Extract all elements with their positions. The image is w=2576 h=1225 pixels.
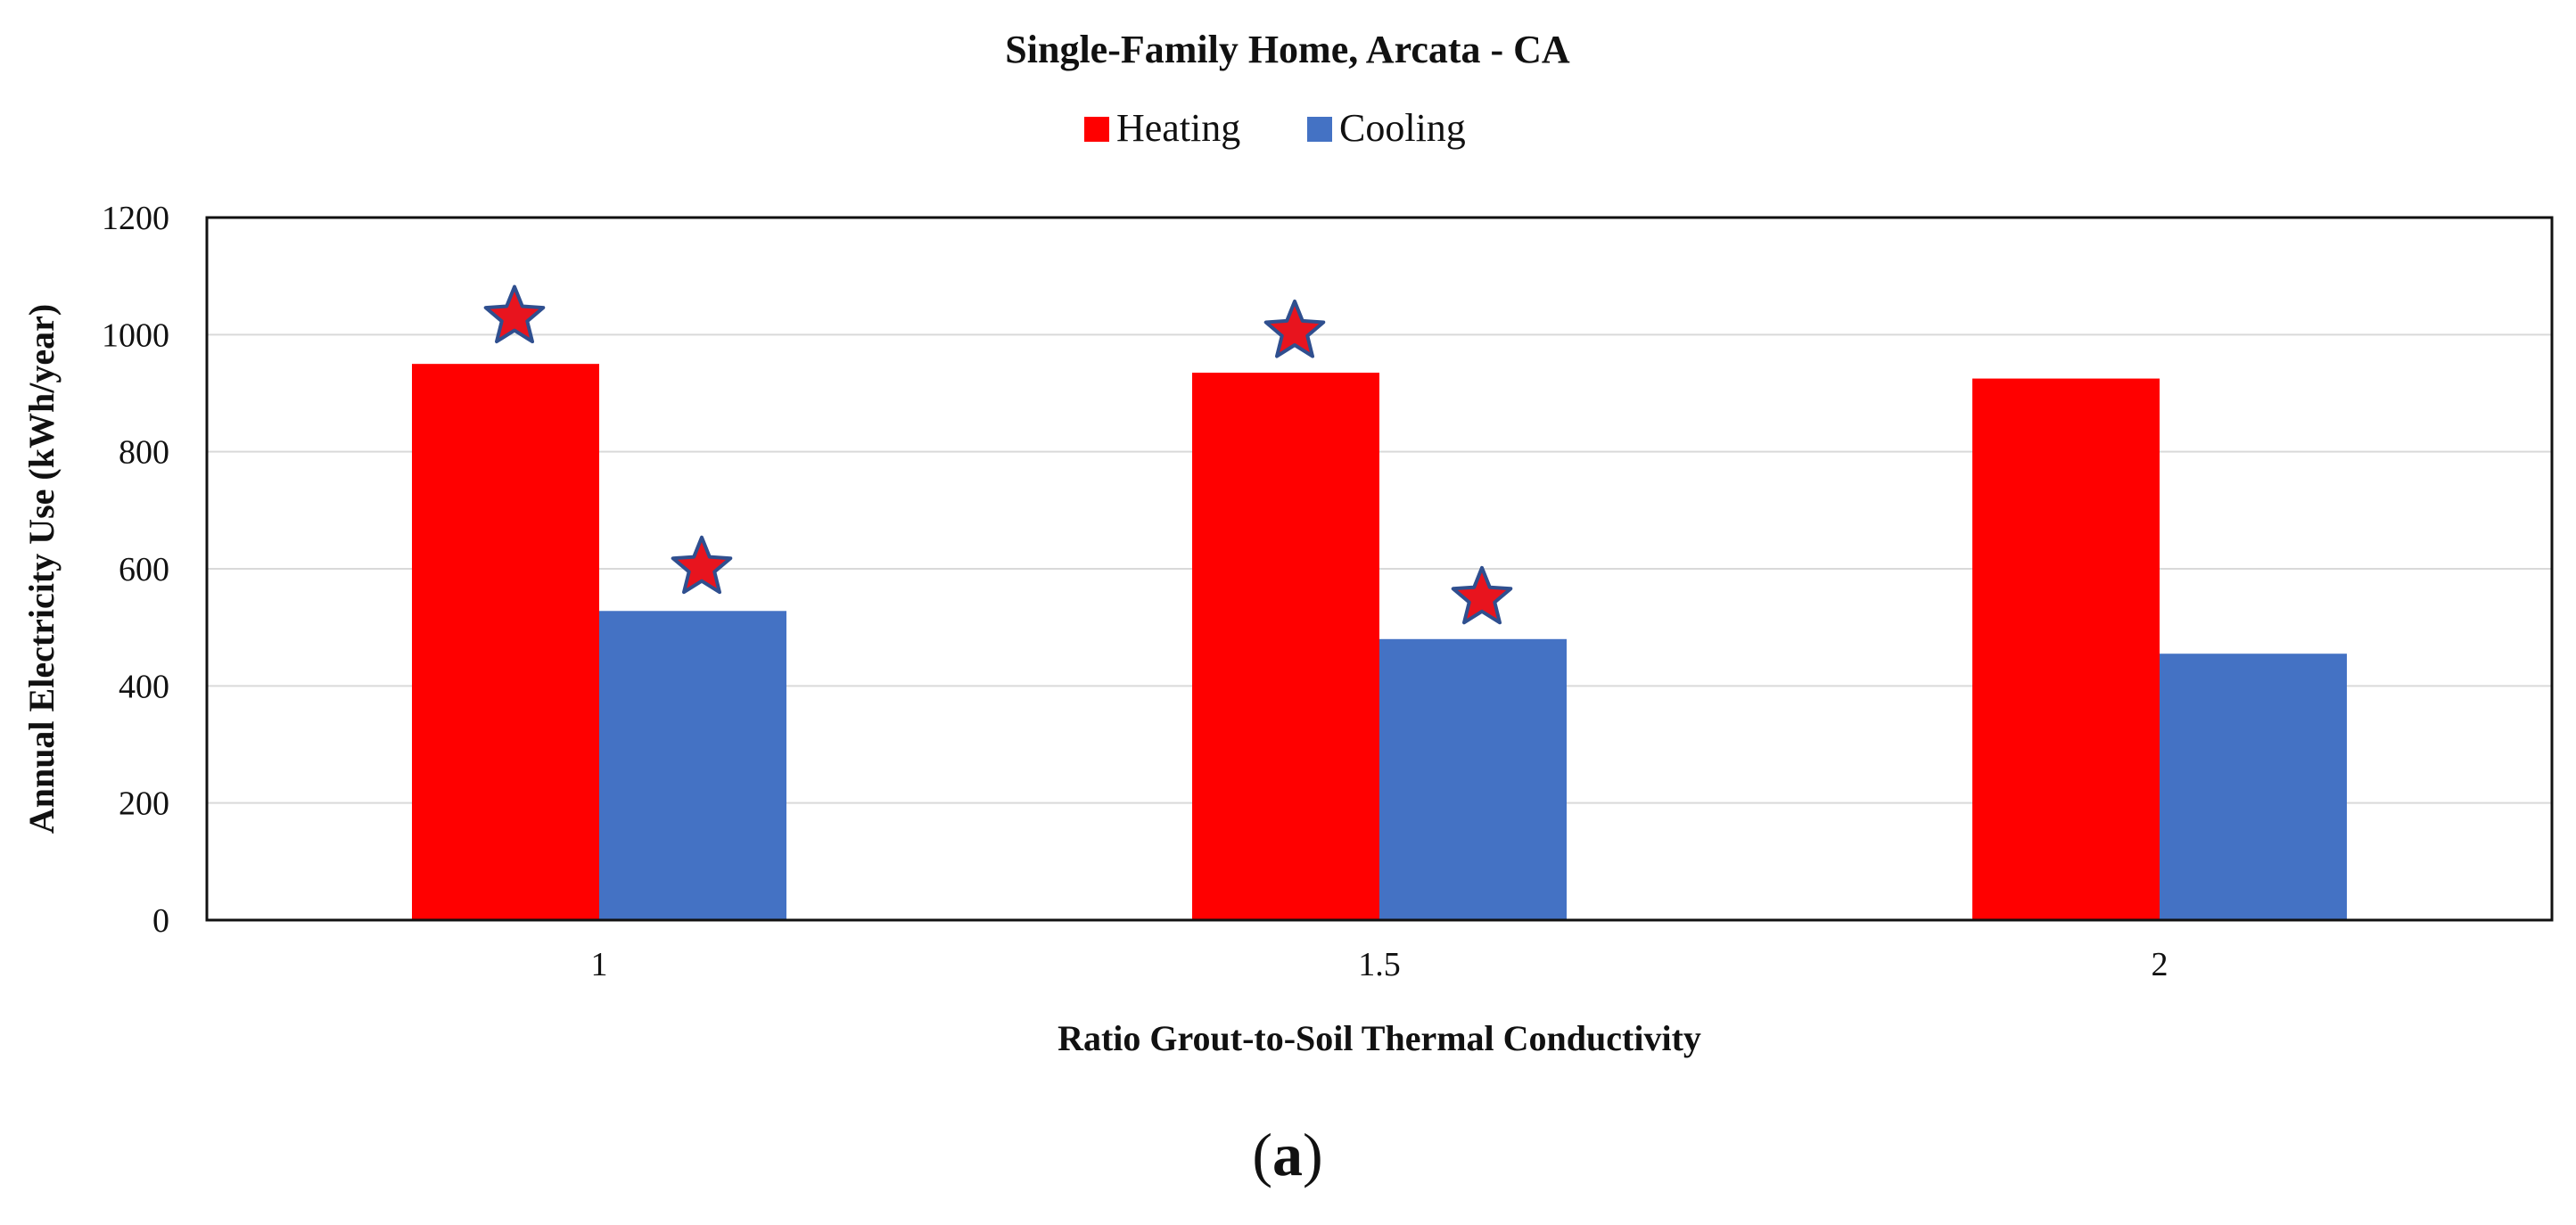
bar-cooling-2 xyxy=(2160,654,2347,920)
y-tick-label: 1200 xyxy=(102,200,169,237)
legend-label-heating: Heating xyxy=(1116,106,1240,150)
chart-title: Single-Family Home, Arcata - CA xyxy=(1005,28,1570,71)
star-markers xyxy=(483,284,1513,625)
figure-caption: (a) xyxy=(1252,1121,1322,1188)
x-tick-label: 2 xyxy=(2152,946,2169,983)
bar-heating-1 xyxy=(412,364,599,921)
bar-cooling-1_5 xyxy=(1379,638,1567,920)
bar-heating-1_5 xyxy=(1192,373,1379,920)
legend-swatch-heating xyxy=(1084,117,1109,142)
star-icon xyxy=(1451,565,1513,625)
star-icon xyxy=(483,284,546,344)
x-tick-label: 1.5 xyxy=(1358,946,1401,983)
x-axis-ticks: 1 1.5 2 xyxy=(591,946,2169,983)
star-icon xyxy=(1263,300,1326,358)
legend-label-cooling: Cooling xyxy=(1339,106,1466,150)
x-tick-label: 1 xyxy=(591,946,608,983)
plot-area-border xyxy=(205,216,2554,922)
caption-letter: a xyxy=(1272,1121,1303,1188)
legend: Heating Cooling xyxy=(1084,106,1466,150)
y-axis-label: Annual Electricity Use (kWh/year) xyxy=(21,304,62,834)
bar-heating-2 xyxy=(1972,378,2160,920)
y-tick-label: 200 xyxy=(119,785,169,823)
caption-close-paren: ) xyxy=(1303,1121,1323,1188)
y-axis-ticks: 0 200 400 600 800 1000 1200 xyxy=(102,200,169,940)
x-axis-label: Ratio Grout-to-Soil Thermal Conductivity xyxy=(1058,1018,1701,1058)
legend-swatch-cooling xyxy=(1307,117,1332,142)
y-tick-label: 600 xyxy=(119,551,169,588)
y-tick-label: 400 xyxy=(119,668,169,705)
y-tick-label: 0 xyxy=(152,902,169,940)
caption-open-paren: ( xyxy=(1252,1121,1272,1188)
star-icon xyxy=(671,535,733,595)
y-tick-label: 1000 xyxy=(102,317,169,354)
bar-cooling-1 xyxy=(599,611,786,920)
bars xyxy=(412,364,2347,921)
y-tick-label: 800 xyxy=(119,434,169,472)
